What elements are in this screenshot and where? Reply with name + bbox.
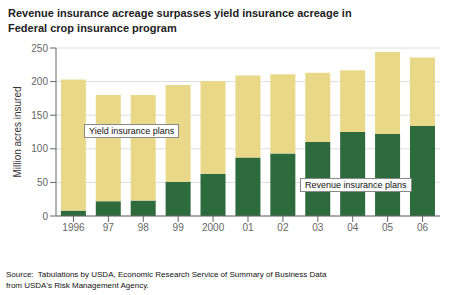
svg-text:97: 97 (103, 222, 115, 233)
svg-text:02: 02 (277, 222, 289, 233)
svg-text:250: 250 (31, 43, 48, 54)
svg-text:100: 100 (31, 143, 48, 154)
svg-text:Million acres insured: Million acres insured (12, 86, 23, 177)
svg-text:1996: 1996 (62, 222, 85, 233)
html-text:Revenue insurance plans: Revenue insurance plans (305, 180, 407, 190)
html-text:Yield insurance plans: Yield insurance plans (89, 126, 175, 136)
svg-text:04: 04 (347, 222, 359, 233)
svg-text:06: 06 (417, 222, 429, 233)
html-text:Revenue insurance acreage surp: Revenue insurance acreage surpasses yiel… (8, 7, 352, 19)
svg-text:05: 05 (382, 222, 394, 233)
html-text:Source: Tabulations by USDA, E: Source: Tabulations by USDA, Economic Re… (6, 270, 327, 279)
svg-text:99: 99 (173, 222, 185, 233)
svg-text:2000: 2000 (202, 222, 225, 233)
svg-text:200: 200 (31, 76, 48, 87)
svg-text:98: 98 (138, 222, 150, 233)
html-text:from USDA's Risk Management Ag: from USDA's Risk Management Agency. (6, 281, 149, 290)
svg-text:01: 01 (242, 222, 254, 233)
svg-text:0: 0 (42, 211, 48, 222)
svg-text:50: 50 (37, 177, 49, 188)
svg-text:150: 150 (31, 110, 48, 121)
html-text:Federal crop insurance program: Federal crop insurance program (8, 22, 177, 34)
svg-text:03: 03 (312, 222, 324, 233)
